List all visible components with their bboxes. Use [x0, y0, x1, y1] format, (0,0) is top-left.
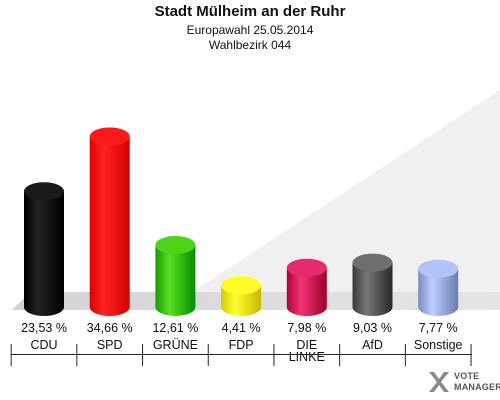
bar-top-cdu	[24, 182, 64, 201]
bar-body-afd	[352, 262, 393, 316]
bar-fdp	[221, 276, 262, 316]
bar-body-sonstige	[418, 268, 459, 316]
category-label-afd: AfD	[362, 338, 383, 352]
logo-text-vote: VOTE	[454, 371, 480, 381]
bar-top-spd	[89, 127, 130, 146]
value-label-sonstige: 7,77 %	[419, 321, 458, 335]
bar-gr-ne	[155, 235, 196, 316]
vote-manager-logo-mark	[429, 372, 449, 392]
category-label-sonstige: Sonstige	[414, 338, 463, 352]
bar-spd	[89, 127, 130, 316]
bar-body-gr-ne	[155, 244, 196, 316]
category-label-gr-ne: GRÜNE	[153, 338, 198, 352]
category-label-spd: SPD	[97, 338, 123, 352]
chart-subtitle-election: Europawahl 25.05.2014	[186, 23, 314, 37]
value-label-fdp: 4,41 %	[222, 321, 261, 335]
value-label-afd: 9,03 %	[353, 321, 392, 335]
value-label-gr-ne: 12,61 %	[152, 321, 198, 335]
bar-die-linke	[286, 258, 327, 316]
bar-top-afd	[352, 253, 393, 272]
bar-sonstige	[418, 259, 459, 316]
category-label-cdu: CDU	[30, 338, 57, 352]
chart-subtitle-district: Wahlbezirk 044	[208, 38, 292, 52]
bar-top-gr-ne	[155, 235, 196, 254]
value-label-spd: 34,66 %	[87, 321, 133, 335]
bar-body-spd	[89, 136, 130, 316]
bar-body-die-linke	[286, 267, 327, 316]
bar-cdu	[24, 182, 64, 316]
bar-top-sonstige	[418, 259, 459, 278]
category-label-die-linke-line1: DIE	[296, 338, 317, 352]
bar-body-cdu	[24, 191, 64, 316]
vote-manager-logo: VOTE MANAGER	[426, 366, 500, 396]
category-label-die-linke-line2: LINKE	[289, 350, 325, 364]
category-label-fdp: FDP	[229, 338, 254, 352]
value-label-cdu: 23,53 %	[21, 321, 67, 335]
logo-text-manager: MANAGER	[454, 382, 500, 392]
bar-top-fdp	[221, 276, 262, 295]
bar-afd	[352, 253, 393, 316]
bar-top-die-linke	[286, 258, 327, 277]
chart-title: Stadt Mülheim an der Ruhr	[154, 3, 346, 20]
value-label-die-linke: 7,98 %	[287, 321, 326, 335]
